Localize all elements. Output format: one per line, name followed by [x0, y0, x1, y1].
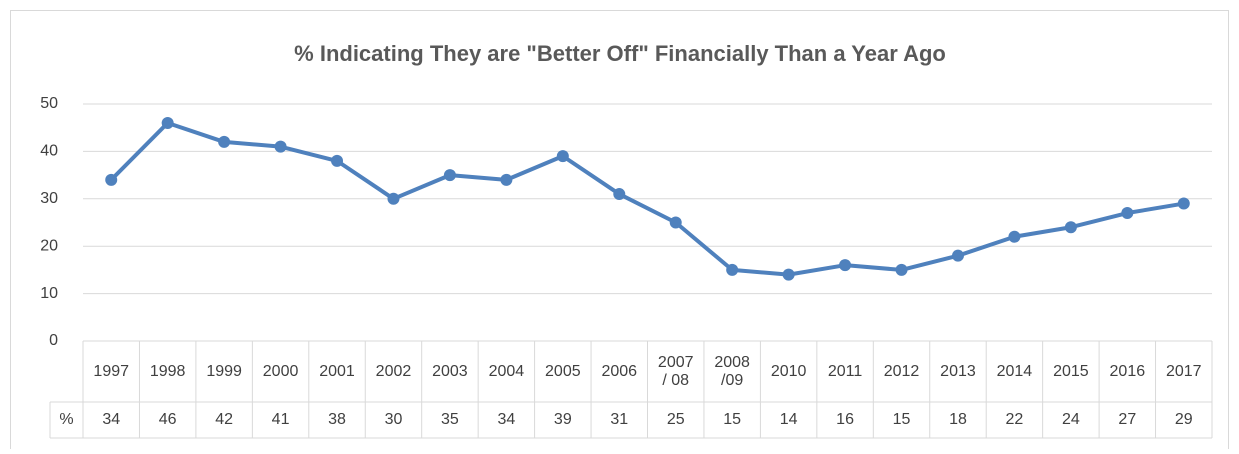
- y-tick-label: 10: [40, 285, 58, 302]
- table-value: 27: [1118, 411, 1136, 428]
- point: [1177, 197, 1190, 210]
- point: [274, 140, 287, 153]
- x-tick-label: 2005: [545, 362, 581, 380]
- x-tick-label: 2016: [1109, 362, 1146, 380]
- x-tick-label-box: 2011: [827, 362, 863, 380]
- y-tick-label: 0: [49, 332, 58, 349]
- x-tick-label: 2015: [1053, 362, 1089, 380]
- point: [726, 263, 739, 276]
- point: [1121, 207, 1134, 220]
- table-value: 25: [667, 411, 685, 428]
- x-tick-label: 2013: [940, 362, 976, 380]
- x-tick-label-box: 2000: [262, 362, 299, 380]
- x-tick-label-box: 2004: [488, 362, 525, 380]
- x-tick-label-box: 1999: [206, 362, 242, 380]
- x-tick-label: 2003: [432, 362, 468, 380]
- x-tick-label: 2008 /09: [714, 353, 750, 389]
- table-value: 34: [102, 411, 120, 428]
- point: [500, 173, 513, 186]
- x-tick-label-box: 2005: [545, 362, 581, 380]
- point: [331, 154, 344, 167]
- point: [161, 116, 174, 129]
- table-value: 42: [215, 411, 233, 428]
- x-tick-label: 2004: [488, 362, 525, 380]
- x-tick-label: 2010: [770, 362, 807, 380]
- point: [782, 268, 795, 281]
- x-tick-label-box: 2010: [770, 362, 807, 380]
- chart-frame: [10, 10, 1229, 454]
- x-tick-label: 2006: [601, 362, 638, 380]
- point: [951, 249, 964, 262]
- x-tick-label: 2011: [827, 362, 863, 380]
- table-value: 39: [554, 411, 572, 428]
- x-tick-label-box: 2012: [883, 362, 920, 380]
- x-tick-label-box: 1998: [149, 362, 186, 380]
- x-tick-label-box: 2003: [432, 362, 468, 380]
- y-tick-label: 30: [40, 190, 58, 207]
- table-value: 22: [1006, 411, 1024, 428]
- legend-key: %: [59, 411, 73, 428]
- table-value: 18: [949, 411, 967, 428]
- y-tick-label: 50: [40, 95, 58, 112]
- table-value: 41: [272, 411, 290, 428]
- point: [556, 150, 569, 163]
- point: [443, 169, 456, 182]
- x-tick-label: 2000: [262, 362, 299, 380]
- table-value: 16: [836, 411, 854, 428]
- x-tick-label-box: 2016: [1109, 362, 1146, 380]
- x-tick-label: 2001: [319, 362, 355, 380]
- x-tick-label-box: 2006: [601, 362, 638, 380]
- table-value: 30: [385, 411, 403, 428]
- x-tick-label-box: 2002: [375, 362, 412, 380]
- x-tick-label: 1999: [206, 362, 242, 380]
- x-tick-label-box: 2013: [940, 362, 976, 380]
- series-line: [109, 120, 1185, 277]
- point: [105, 173, 118, 186]
- x-tick-label: 2007 / 08: [657, 353, 694, 389]
- point: [895, 263, 908, 276]
- x-tick-label-box: 2017: [1165, 362, 1202, 380]
- x-tick-label: 2002: [375, 362, 412, 380]
- point: [1008, 230, 1021, 243]
- point: [669, 216, 682, 229]
- table-value: 14: [780, 411, 798, 428]
- table-value: 15: [893, 411, 911, 428]
- table-value: 31: [610, 411, 628, 428]
- x-tick-label-box: 1997: [93, 362, 130, 380]
- x-tick-label-box: 2007 / 08: [657, 353, 694, 389]
- table-value: 46: [159, 411, 177, 428]
- table-value: 38: [328, 411, 346, 428]
- y-tick-label: 40: [40, 143, 58, 160]
- table-value: 29: [1175, 411, 1193, 428]
- point: [218, 135, 231, 148]
- x-tick-label-box: 2015: [1053, 362, 1089, 380]
- table-value: 15: [723, 411, 741, 428]
- point: [613, 188, 626, 201]
- chart-title: % Indicating They are "Better Off" Finan…: [294, 41, 946, 66]
- y-tick-label: 20: [40, 237, 58, 254]
- point: [1064, 221, 1077, 234]
- x-tick-label: 2012: [883, 362, 920, 380]
- table-value: 35: [441, 411, 459, 428]
- x-tick-label-box: 2001: [319, 362, 355, 380]
- point: [839, 259, 852, 272]
- x-tick-label-box: 2008 /09: [714, 353, 750, 389]
- x-tick-label: 2014: [996, 362, 1033, 380]
- x-tick-label: 2017: [1165, 362, 1202, 380]
- x-tick-label: 1997: [93, 362, 130, 380]
- table-value: 34: [497, 411, 515, 428]
- x-tick-label-box: 2014: [996, 362, 1033, 380]
- table-value: 24: [1062, 411, 1080, 428]
- x-tick-label: 1998: [149, 362, 186, 380]
- point: [387, 192, 400, 205]
